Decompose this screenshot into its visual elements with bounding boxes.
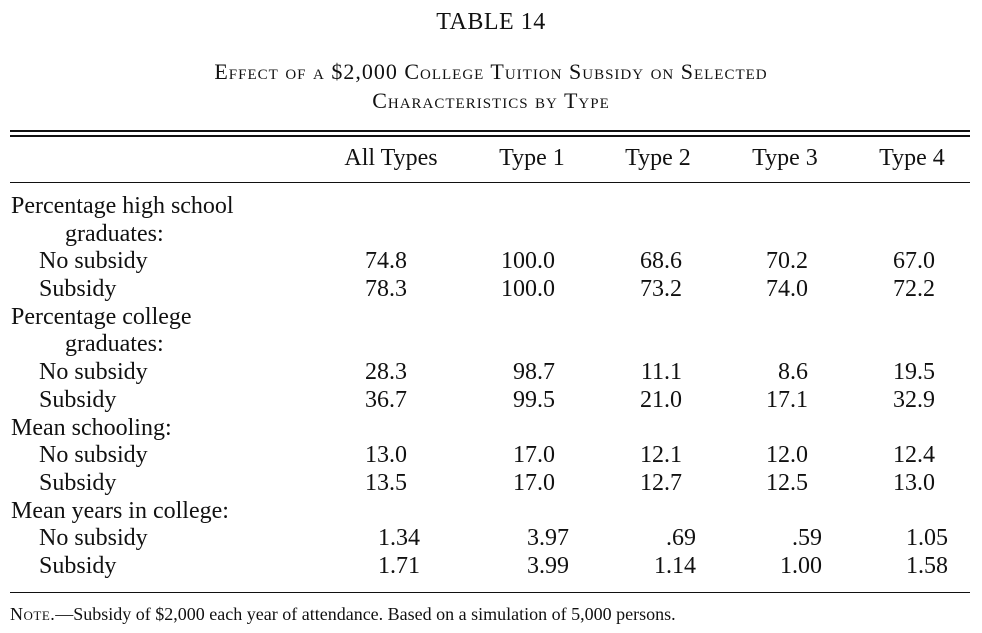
cell-type-1: 98.7 <box>513 359 555 386</box>
table-row: Mean years in college: <box>0 498 982 526</box>
cell-type-2: 21.0 <box>640 386 682 413</box>
cell-type-1: 3.97 <box>527 525 569 552</box>
table-row: graduates: <box>0 331 982 359</box>
row-label: Subsidy <box>39 552 117 579</box>
cell-type-3: 12.5 <box>766 469 808 496</box>
table-row: Subsidy 13.5 17.0 12.7 12.5 13.0 <box>0 470 982 498</box>
row-label: No subsidy <box>39 442 148 469</box>
column-header-row: All Types Type 1 Type 2 Type 3 Type 4 <box>0 145 982 175</box>
table-row: Subsidy 1.71 3.99 1.14 1.00 1.58 <box>0 553 982 581</box>
caption-line-1: Effect of a $2,000 College Tuition Subsi… <box>214 59 768 84</box>
table-row: Mean schooling: <box>0 415 982 443</box>
cell-type-4: 12.4 <box>893 442 935 469</box>
cell-type-4: 1.58 <box>906 552 948 579</box>
cell-type-1: 99.5 <box>513 386 555 413</box>
table-note: Note.—Subsidy of $2,000 each year of att… <box>10 604 676 625</box>
row-label: No subsidy <box>39 359 148 386</box>
cell-type-2: 12.1 <box>640 442 682 469</box>
cell-type-2: 12.7 <box>640 469 682 496</box>
cell-type-3: 74.0 <box>766 276 808 303</box>
table-row: No subsidy 13.0 17.0 12.1 12.0 12.4 <box>0 442 982 470</box>
bottom-rule <box>10 592 970 594</box>
cell-type-2: .69 <box>666 525 696 552</box>
cell-all-types: 78.3 <box>365 276 407 303</box>
cell-type-2: 11.1 <box>640 359 682 386</box>
caption-line-2: Characteristics by Type <box>372 88 610 113</box>
cell-type-3: 12.0 <box>766 442 808 469</box>
cell-type-3: 8.6 <box>778 359 808 386</box>
cell-type-4: 19.5 <box>893 359 935 386</box>
cell-type-3: 1.00 <box>780 552 822 579</box>
row-label: graduates: <box>65 220 164 247</box>
cell-type-4: 67.0 <box>893 248 935 275</box>
cell-all-types: 13.5 <box>365 469 407 496</box>
cell-type-4: 72.2 <box>893 276 935 303</box>
cell-type-2: 73.2 <box>640 276 682 303</box>
table-row: Subsidy 78.3 100.0 73.2 74.0 72.2 <box>0 276 982 304</box>
row-label: graduates: <box>65 331 164 358</box>
table-caption: Effect of a $2,000 College Tuition Subsi… <box>0 57 982 115</box>
column-header-type-3: Type 3 <box>752 145 818 171</box>
column-header-type-4: Type 4 <box>879 145 945 171</box>
table-row: Subsidy 36.7 99.5 21.0 17.1 32.9 <box>0 387 982 415</box>
cell-all-types: 28.3 <box>365 359 407 386</box>
cell-type-3: 17.1 <box>766 386 808 413</box>
cell-type-4: 32.9 <box>893 386 935 413</box>
column-header-type-2: Type 2 <box>625 145 691 171</box>
row-label: Percentage college <box>11 303 192 330</box>
cell-type-1: 17.0 <box>513 442 555 469</box>
table-number: TABLE 14 <box>436 9 546 35</box>
column-header-type-1: Type 1 <box>499 145 565 171</box>
cell-all-types: 1.34 <box>378 525 420 552</box>
row-label: Mean years in college: <box>11 497 229 524</box>
cell-type-1: 17.0 <box>513 469 555 496</box>
table-row: No subsidy 1.34 3.97 .69 .59 1.05 <box>0 525 982 553</box>
cell-type-4: 1.05 <box>906 525 948 552</box>
table-row: Percentage college <box>0 304 982 332</box>
cell-type-1: 100.0 <box>501 276 555 303</box>
row-label: Subsidy <box>39 276 117 303</box>
cell-all-types: 36.7 <box>365 386 407 413</box>
row-label: No subsidy <box>39 248 148 275</box>
table-row: Percentage high school <box>0 193 982 221</box>
cell-type-3: 70.2 <box>766 248 808 275</box>
header-rule <box>10 182 970 184</box>
row-label: Percentage high school <box>11 193 234 219</box>
note-tag: Note. <box>10 604 56 624</box>
top-double-rule-lower <box>10 135 970 137</box>
cell-type-3: .59 <box>792 525 822 552</box>
table-body: Percentage high school graduates: No subsi… <box>0 193 982 581</box>
cell-all-types: 74.8 <box>365 248 407 275</box>
cell-type-1: 3.99 <box>527 552 569 579</box>
table-row: No subsidy 74.8 100.0 68.6 70.2 67.0 <box>0 248 982 276</box>
row-label: No subsidy <box>39 525 148 552</box>
cell-type-4: 13.0 <box>893 469 935 496</box>
row-label: Subsidy <box>39 469 117 496</box>
cell-type-1: 100.0 <box>501 248 555 275</box>
table-row: No subsidy 28.3 98.7 11.1 8.6 19.5 <box>0 359 982 387</box>
column-header-all-types: All Types <box>344 145 438 171</box>
note-text: —Subsidy of $2,000 each year of attendan… <box>55 604 676 624</box>
cell-type-2: 68.6 <box>640 248 682 275</box>
cell-all-types: 1.71 <box>378 552 420 579</box>
cell-all-types: 13.0 <box>365 442 407 469</box>
top-double-rule-upper <box>10 130 970 132</box>
row-label: Mean schooling: <box>11 414 172 441</box>
table-row: graduates: <box>0 221 982 249</box>
cell-type-2: 1.14 <box>654 552 696 579</box>
row-label: Subsidy <box>39 386 117 413</box>
